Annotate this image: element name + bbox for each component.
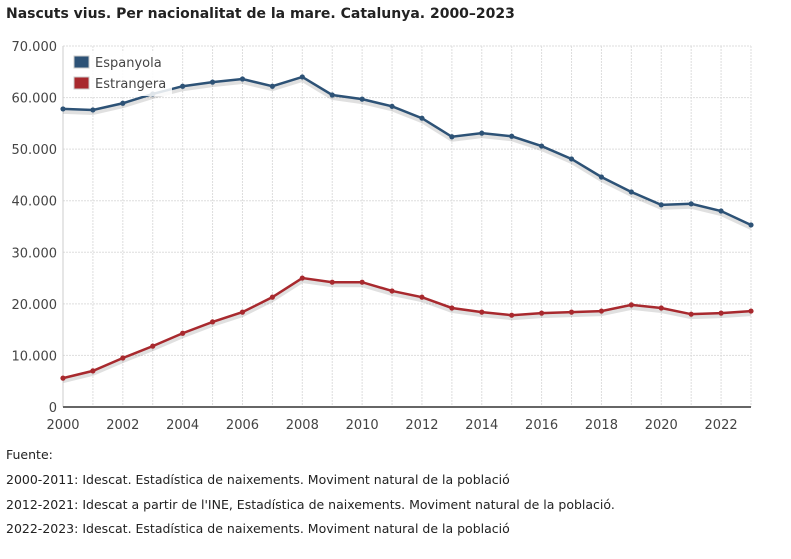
data-point [90,107,96,113]
data-point [748,308,754,314]
y-tick-label: 0 [49,401,57,416]
data-point [688,201,694,207]
data-point [180,83,186,89]
x-tick-label: 2016 [525,418,558,433]
x-tick-label: 2012 [405,418,438,433]
y-tick-label: 50.000 [12,143,58,158]
data-point [299,74,305,80]
data-point [269,83,275,89]
series-line-estrangera [62,276,752,380]
x-tick-label: 2010 [346,418,379,433]
data-point [449,305,455,311]
data-point [479,130,485,136]
legend-swatch [73,55,90,69]
legend-label: Espanyola [95,56,162,71]
data-point [269,294,275,300]
y-tick-label: 40.000 [12,195,58,210]
data-point [539,310,545,316]
data-point [718,208,724,214]
source-line: 2022-2023: Idescat. Estadística de naixe… [6,521,510,536]
x-tick-label: 2008 [286,418,319,433]
y-tick-label: 30.000 [12,246,58,261]
data-point [209,79,216,85]
data-point [359,279,365,285]
data-point [509,133,515,139]
data-point [239,309,246,315]
data-point [180,330,186,336]
data-point [598,308,605,314]
x-tick-label: 2022 [705,418,738,433]
y-tick-label: 20.000 [12,298,58,313]
y-tick-label: 60.000 [12,92,58,107]
data-point [60,106,66,112]
x-tick-label: 2014 [465,418,498,433]
source-label: Fuente: [6,447,53,462]
data-point [598,174,605,180]
source-line: 2012-2021: Idescat a partir de l'INE, Es… [6,497,615,512]
x-tick-label: 2004 [166,418,199,433]
data-point [120,100,126,106]
data-point [479,309,485,315]
series-shadow [62,77,752,230]
data-point [329,279,335,285]
x-tick-label: 2006 [226,418,259,433]
data-point [209,319,216,325]
data-point [389,103,395,109]
data-point [568,156,575,162]
line-chart: 0 10.000 20.000 30.000 40.000 50.000 60.000 70.… [12,40,754,433]
data-point [539,143,545,149]
chart-title: Nascuts vius. Per nacionalitat de la mar… [6,6,515,22]
data-point [239,76,246,82]
data-point [299,275,305,281]
data-point [419,294,425,300]
data-point [90,368,96,374]
data-point [568,309,575,315]
data-point [658,202,664,208]
legend-swatch [73,76,90,90]
data-point [389,288,395,294]
data-point [658,305,664,311]
x-tick-label: 2000 [46,418,79,433]
data-point [628,189,634,195]
y-tick-label: 10.000 [12,349,58,364]
y-tick-label: 70.000 [12,40,58,55]
x-tick-label: 2002 [106,418,139,433]
data-point [359,96,365,102]
data-point [419,115,425,121]
x-tick-label: 2018 [585,418,618,433]
x-tick-label: 2020 [645,418,678,433]
data-point [688,311,694,317]
data-point [628,302,634,308]
legend-label: Estrangera [95,77,166,92]
data-point [748,222,754,228]
data-point [718,310,724,316]
series-shadow [62,278,752,384]
data-point [329,92,335,98]
data-point [449,134,455,140]
data-point [120,355,126,361]
data-point [60,375,66,381]
series-line-espanyola [62,75,752,227]
data-point [150,343,156,349]
source-line: 2000-2011: Idescat. Estadística de naixe… [6,472,510,487]
data-point [509,312,515,318]
